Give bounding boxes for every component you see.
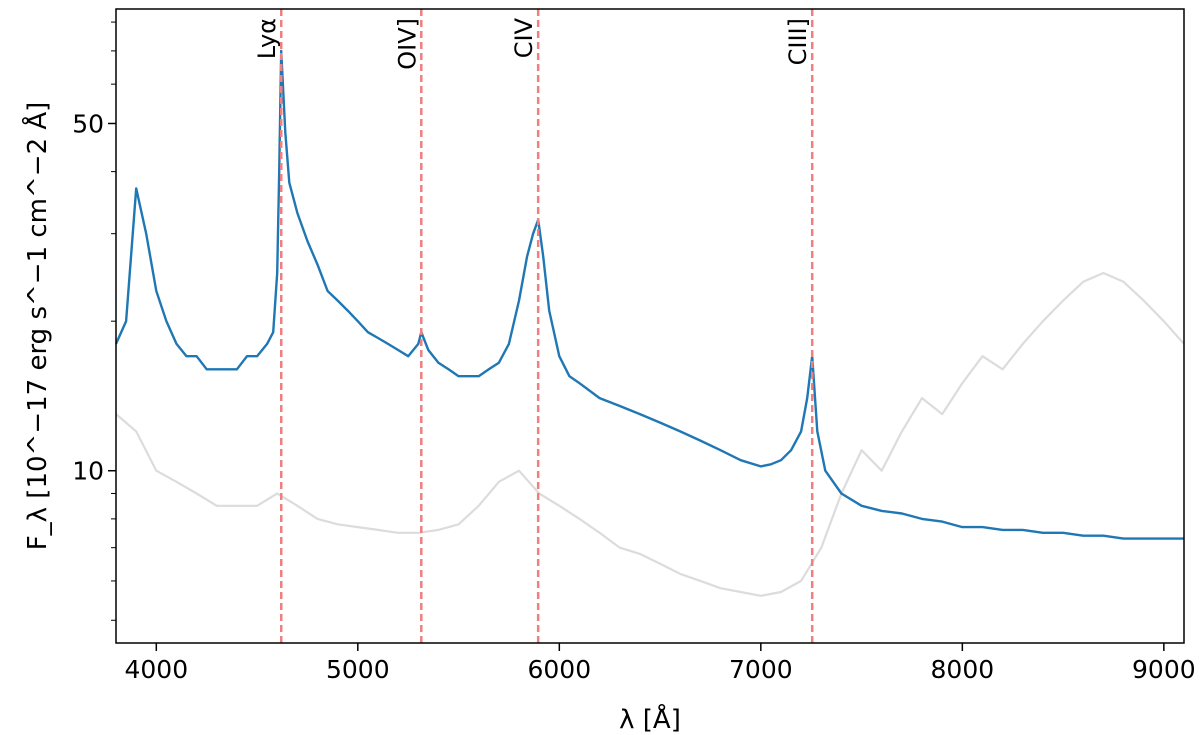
x-tick-label: 4000 [124, 655, 188, 684]
emission-line-label: CIV [510, 17, 538, 58]
x-tick-label: 6000 [528, 655, 592, 684]
object-spectrum-layer [114, 49, 1184, 540]
x-tick-label: 5000 [326, 655, 390, 684]
sky-spectrum-layer [115, 271, 1185, 597]
y-axis-label: F_λ [10^−17 erg s^−1 cm^−2 Å] [21, 102, 53, 551]
x-axis-label: λ [Å] [619, 703, 681, 735]
plot-frame [115, 8, 1185, 644]
emission-line-label: Lyα [253, 18, 281, 59]
spectrum-line-1 [115, 271, 1185, 597]
y-axis-ticks: 10 50 [72, 21, 116, 621]
y-tick-label: 10 [72, 457, 104, 486]
x-tick-label: 8000 [931, 655, 995, 684]
emission-line-labels: Lyα OIV] CIV CIII] [253, 17, 812, 69]
spectrum-line-0 [114, 49, 1184, 540]
emission-line-label: OIV] [393, 18, 421, 70]
emission-line-label: CIII] [784, 18, 812, 65]
x-tick-label: 7000 [729, 655, 793, 684]
emission-line-markers [279, 9, 814, 643]
x-tick-label: 9000 [1132, 655, 1196, 684]
y-tick-label: 50 [72, 109, 104, 138]
x-axis-ticks: 4000 5000 6000 7000 8000 9000 [124, 643, 1196, 684]
